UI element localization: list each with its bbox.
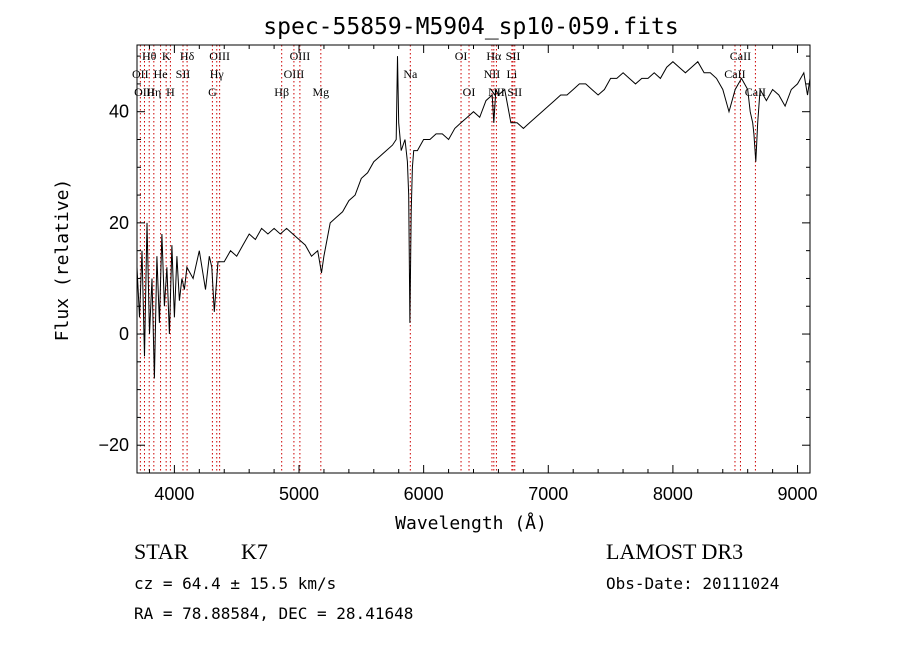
y-tick-label: −20 (98, 435, 129, 455)
x-tick-label: 8000 (653, 484, 693, 504)
plot-frame (136, 44, 811, 474)
redshift-velocity: cz = 64.4 ± 15.5 km/s (134, 574, 336, 593)
x-axis-ticks: 4000 5000 6000 7000 8000 9000 (148, 45, 818, 504)
line-label: CaII (724, 67, 745, 81)
line-label: Hβ (274, 85, 289, 99)
line-label: CaII (730, 49, 751, 63)
line-label: OIII (290, 49, 311, 63)
line-label: Hθ (142, 49, 157, 63)
line-label: CaII (745, 85, 766, 99)
y-axis-ticks: −20 0 20 40 (98, 55, 810, 474)
line-label: Mg (312, 85, 329, 99)
spectral-line-labels: Hθ K Hδ OIII OIII OI Hα SII CaII OII He SII Hγ OIII Na… (132, 49, 766, 99)
x-axis-label: Wavelength (Å) (395, 512, 547, 534)
y-tick-label: 40 (109, 102, 129, 122)
object-subclass: K7 (241, 539, 268, 564)
x-tick-label: 6000 (404, 484, 444, 504)
line-label: Na (403, 67, 418, 81)
y-axis-label: Flux (relative) (52, 179, 73, 342)
x-tick-label: 5000 (279, 484, 319, 504)
x-tick-label: 9000 (778, 484, 818, 504)
y-tick-label: 0 (119, 324, 129, 344)
line-label: OI (463, 85, 476, 99)
line-label: OIII (134, 85, 155, 99)
object-class: STAR (134, 539, 189, 564)
line-label: SII (506, 49, 521, 63)
chart-title: spec-55859-M5904_sp10-059.fits (263, 14, 678, 40)
flux-series (136, 56, 811, 379)
line-label: SII (176, 67, 191, 81)
line-label: OII (132, 67, 149, 81)
line-label: K (162, 49, 171, 63)
line-label: OI (455, 49, 468, 63)
line-label: Hα (486, 49, 502, 63)
line-label: He (154, 67, 168, 81)
line-label: H (166, 85, 175, 99)
coordinates: RA = 78.88584, DEC = 28.41648 (134, 604, 413, 623)
line-label: Hη (146, 85, 161, 99)
x-tick-label: 4000 (154, 484, 194, 504)
series-line (136, 56, 811, 379)
x-tick-label: 7000 (528, 484, 568, 504)
line-label: Hγ (210, 67, 225, 81)
line-label: OIII (284, 67, 305, 81)
observation-date: Obs-Date: 20111024 (606, 574, 779, 593)
line-label: OIII (209, 49, 230, 63)
line-label: NII (484, 67, 501, 81)
line-label: SII (507, 85, 522, 99)
line-label: G (208, 85, 217, 99)
spectral-line-markers (139, 45, 756, 473)
y-tick-label: 20 (109, 213, 129, 233)
line-label: Li (507, 67, 518, 81)
line-label: Hδ (180, 49, 195, 63)
survey-name: LAMOST DR3 (606, 539, 743, 564)
